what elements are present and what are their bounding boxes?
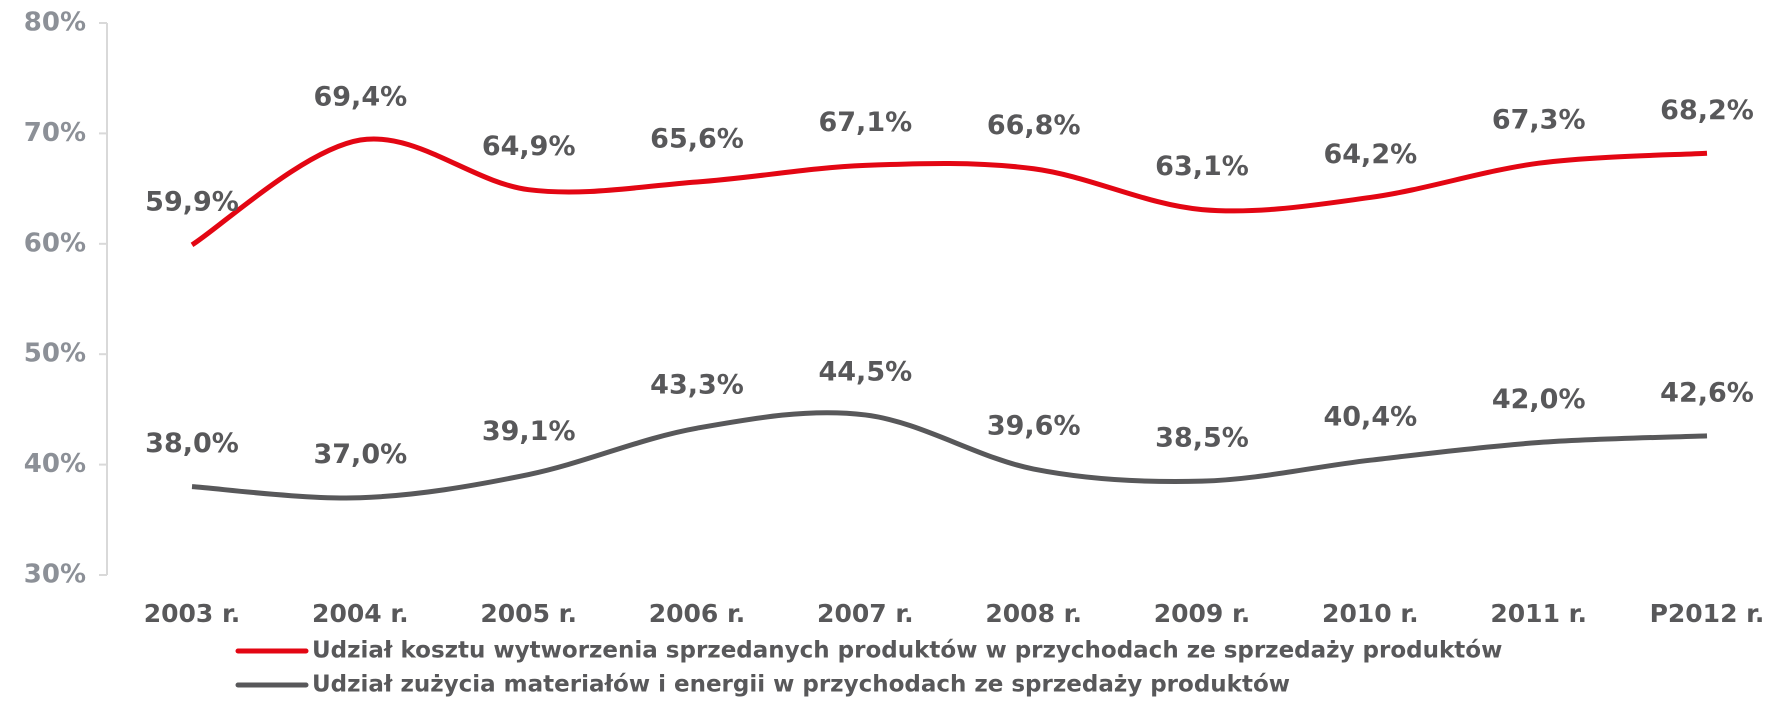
x-tick-label: 2008 r. <box>985 599 1082 628</box>
legend-label: Udział kosztu wytworzenia sprzedanych pr… <box>312 638 1502 664</box>
data-label: 64,2% <box>1323 139 1417 170</box>
data-label: 59,9% <box>145 186 239 217</box>
data-label: 69,4% <box>313 82 407 113</box>
x-tick-label: 2003 r. <box>144 599 241 628</box>
data-label: 44,5% <box>818 356 912 387</box>
data-label: 66,8% <box>987 110 1081 141</box>
x-tick-label: P2012 r. <box>1650 599 1765 628</box>
data-label: 38,5% <box>1155 423 1249 454</box>
data-label: 67,1% <box>818 107 912 138</box>
line <box>191 410 1708 501</box>
y-tick-label: 60% <box>24 228 86 258</box>
y-tick-label: 40% <box>24 449 86 479</box>
line <box>190 136 1708 248</box>
x-tick-label: 2011 r. <box>1490 599 1587 628</box>
y-tick-label: 80% <box>24 8 86 38</box>
data-label: 43,3% <box>650 370 744 401</box>
data-label: 39,1% <box>482 416 576 447</box>
data-label: 42,0% <box>1492 384 1586 415</box>
data-label: 39,6% <box>987 411 1081 442</box>
y-tick-label: 30% <box>24 560 86 590</box>
legend-label: Udział zużycia materiałów i energii w pr… <box>312 672 1290 698</box>
x-tick-label: 2010 r. <box>1322 599 1419 628</box>
data-label: 38,0% <box>145 428 239 459</box>
data-label: 40,4% <box>1323 402 1417 433</box>
y-tick-label: 50% <box>24 339 86 369</box>
x-tick-label: 2005 r. <box>480 599 577 628</box>
data-label: 64,9% <box>482 131 576 162</box>
data-label: 65,6% <box>650 123 744 154</box>
x-tick-label: 2006 r. <box>649 599 746 628</box>
x-tick-label: 2004 r. <box>312 599 409 628</box>
y-tick-label: 70% <box>24 118 86 148</box>
x-tick-label: 2007 r. <box>817 599 914 628</box>
data-label: 37,0% <box>313 439 407 470</box>
data-label: 67,3% <box>1492 105 1586 136</box>
data-label: 63,1% <box>1155 151 1249 182</box>
data-label: 42,6% <box>1660 377 1754 408</box>
x-tick-label: 2009 r. <box>1154 599 1251 628</box>
data-label: 68,2% <box>1660 95 1754 126</box>
